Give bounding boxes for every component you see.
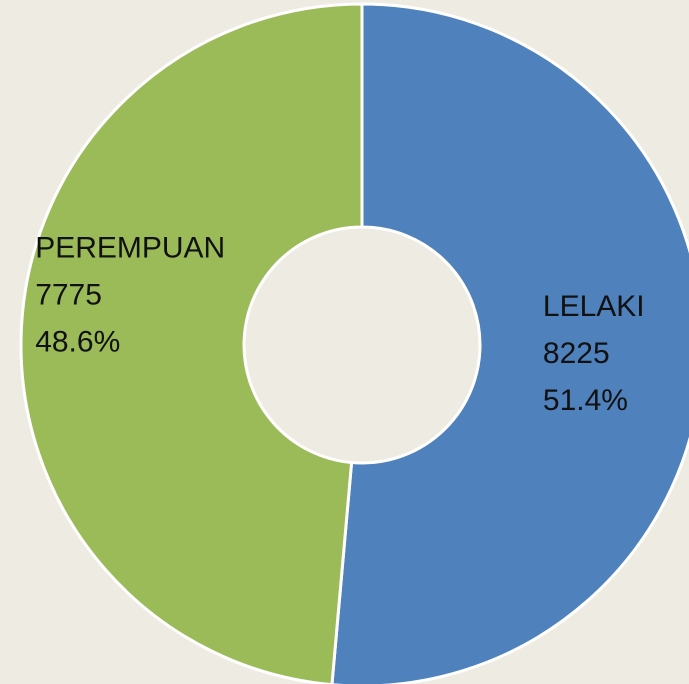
slice-percent-label: 48.6% [35, 326, 120, 359]
slice-value-label: 8225 [543, 337, 610, 370]
donut-slice [330, 2, 689, 684]
donut-slice [19, 2, 364, 684]
slice-percent-label: 51.4% [543, 384, 628, 417]
slice-value-label: 7775 [35, 279, 102, 312]
slice-category-label: LELAKI [543, 290, 645, 323]
slice-category-label: PEREMPUAN [35, 232, 225, 265]
